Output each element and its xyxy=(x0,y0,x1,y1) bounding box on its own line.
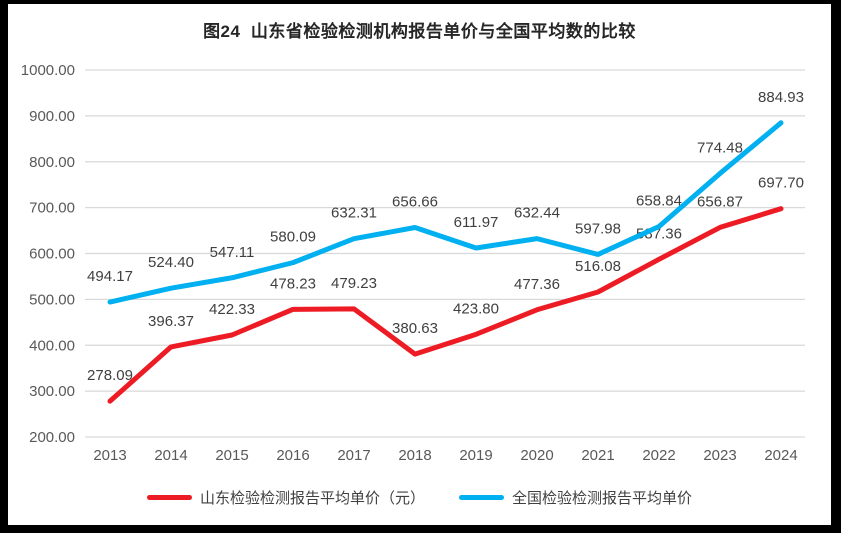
y-axis-tick-label: 500.00 xyxy=(29,291,75,308)
data-label-shandong: 477.36 xyxy=(514,276,560,293)
data-label-national: 494.17 xyxy=(87,268,133,285)
x-axis-tick-label: 2023 xyxy=(703,447,736,464)
data-label-national: 524.40 xyxy=(148,254,194,271)
data-label-national: 884.93 xyxy=(758,89,804,106)
y-axis-tick-label: 1000.00 xyxy=(21,62,75,79)
line-chart-plot: 200.00 300.00 400.00 500.00 600.00 700.00 800.… xyxy=(21,62,805,464)
data-label-shandong: 479.23 xyxy=(331,275,377,292)
data-label-shandong: 278.09 xyxy=(87,367,133,384)
data-label-national: 580.09 xyxy=(270,229,316,246)
x-axis-tick-label: 2013 xyxy=(93,447,126,464)
data-label-national: 656.66 xyxy=(392,194,438,211)
legend-line-swatch-national xyxy=(459,494,504,500)
y-axis-tick-label: 300.00 xyxy=(29,383,75,400)
data-label-shandong: 697.70 xyxy=(758,175,804,192)
x-axis-tick-label: 2017 xyxy=(337,447,370,464)
y-axis-tick-label: 200.00 xyxy=(29,429,75,446)
data-label-national: 547.11 xyxy=(210,244,255,261)
legend-label-shandong: 山东检验检测报告平均单价（元） xyxy=(199,489,425,507)
series-line-national xyxy=(107,120,784,305)
chart-legend: 山东检验检测报告平均单价（元） 全国检验检测报告平均单价 xyxy=(8,486,831,508)
x-axis-tick-label: 2022 xyxy=(642,447,675,464)
y-axis-tick-label: 800.00 xyxy=(29,154,75,171)
chart-canvas: 图24 山东省检验检测机构报告单价与全国平均数的比较 200.00 300.00 4… xyxy=(8,4,831,525)
x-axis-tick-label: 2018 xyxy=(398,447,431,464)
data-label-shandong: 656.87 xyxy=(697,193,743,210)
x-axis-tick-label: 2016 xyxy=(276,447,309,464)
y-axis-tick-label: 700.00 xyxy=(29,200,75,217)
data-label-national: 632.44 xyxy=(514,205,560,222)
data-label-shandong: 380.63 xyxy=(392,320,438,337)
data-label-national: 611.97 xyxy=(454,214,499,231)
data-label-shandong: 478.23 xyxy=(270,275,316,292)
data-label-shandong: 422.33 xyxy=(209,301,255,318)
data-label-shandong: 516.08 xyxy=(575,258,621,275)
chart-title: 图24 山东省检验检测机构报告单价与全国平均数的比较 xyxy=(203,22,636,41)
legend-line-swatch-shandong xyxy=(146,494,192,500)
x-axis-tick-label: 2015 xyxy=(215,447,248,464)
x-axis-tick-label: 2021 xyxy=(581,447,614,464)
series-line-shandong xyxy=(107,206,784,404)
y-axis-tick-label: 600.00 xyxy=(29,246,75,263)
data-label-national: 774.48 xyxy=(697,139,743,156)
x-axis-tick-label: 2014 xyxy=(154,447,187,464)
data-label-national: 658.84 xyxy=(636,193,682,210)
data-label-national: 632.31 xyxy=(331,205,377,222)
data-label-national: 597.98 xyxy=(575,220,621,237)
x-axis-tick-label: 2019 xyxy=(459,447,492,464)
legend-item-national: 全国检验检测报告平均单价 xyxy=(459,487,692,508)
x-axis-tick-label: 2024 xyxy=(764,447,797,464)
legend-label-national: 全国检验检测报告平均单价 xyxy=(512,489,693,507)
data-label-shandong: 396.37 xyxy=(148,313,194,330)
y-axis-tick-label: 900.00 xyxy=(29,108,75,125)
x-axis-tick-label: 2020 xyxy=(520,447,553,464)
data-label-shandong: 423.80 xyxy=(453,300,499,317)
legend-item-shandong: 山东检验检测报告平均单价（元） xyxy=(146,487,425,508)
y-axis-tick-label: 400.00 xyxy=(29,337,75,354)
